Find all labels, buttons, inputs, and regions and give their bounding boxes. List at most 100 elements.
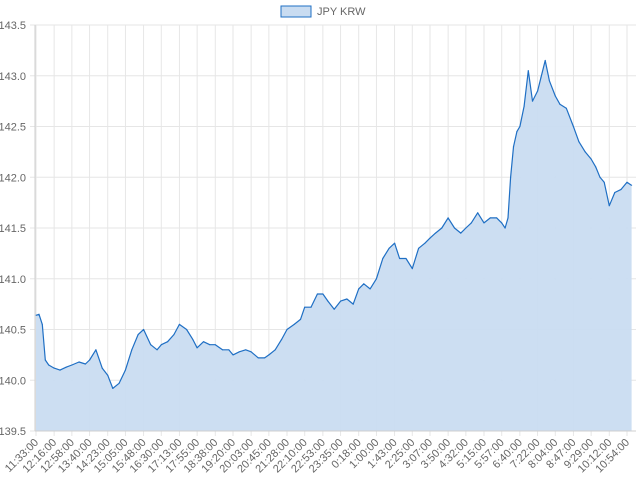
data-point [512,146,515,148]
data-point [59,369,61,371]
data-point [35,314,37,316]
data-point [293,323,295,325]
y-tick-label: 142.5 [0,122,26,134]
data-point [578,141,580,143]
data-point [489,217,491,219]
data-point [447,217,449,219]
y-tick-label: 139.5 [0,426,26,438]
data-point [548,80,551,82]
data-point [424,242,426,244]
data-point [41,323,43,325]
data-point [322,293,324,295]
data-point [202,341,205,343]
data-point [310,306,312,308]
data-point [264,357,266,359]
data-point [375,278,377,280]
y-tick-label: 143.5 [0,20,26,32]
data-point [614,191,616,194]
series-area [36,60,632,431]
data-point [245,349,247,351]
data-point [603,181,605,183]
data-point [537,90,539,92]
data-point [214,344,216,346]
data-point [131,349,133,351]
legend-label[interactable]: JPY KRW [317,6,366,18]
data-point [496,217,498,219]
data-point [411,268,413,270]
data-point [565,107,567,109]
data-point [38,313,40,315]
data-point [209,344,211,346]
data-point [483,222,485,224]
data-point [280,339,283,341]
data-point [137,334,139,336]
data-point [186,328,188,331]
data-point [510,176,512,178]
data-point [160,344,162,346]
data-point [150,344,152,346]
data-point [346,298,348,300]
data-point [465,227,467,229]
data-point [363,283,365,285]
data-point [44,359,46,361]
data-point [626,181,628,183]
y-tick-label: 142.0 [0,172,26,184]
data-point [572,125,575,128]
data-point [540,77,542,79]
data-point [453,227,456,229]
data-point [71,364,73,366]
y-tick-label: 141.5 [0,223,26,235]
data-point [192,339,194,341]
data-point [89,359,91,361]
data-point [299,318,302,320]
data-point [382,257,384,260]
data-point [516,131,518,133]
data-point [316,293,318,295]
data-point [358,288,360,290]
data-point [340,300,342,302]
data-point [559,103,561,105]
data-point [95,349,97,351]
data-point [221,349,224,351]
data-point [268,354,270,356]
data-point [286,328,288,331]
data-point [238,351,240,353]
data-point [304,306,306,308]
data-point [527,70,529,72]
data-point [369,288,371,290]
data-point [107,374,109,376]
data-point [112,387,114,389]
data-point [394,242,396,244]
data-point [178,323,180,325]
data-point [554,95,556,97]
data-point [531,100,534,102]
data-point [48,364,50,366]
data-point [507,217,509,219]
data-point [327,300,329,302]
data-point [405,257,407,260]
data-point [250,351,252,353]
legend-swatch[interactable] [280,5,312,18]
data-point [504,227,506,229]
y-tick-label: 140.0 [0,375,26,387]
data-point [470,222,472,224]
data-point [460,232,462,234]
data-point [595,166,597,168]
data-point [84,363,86,365]
data-point [124,369,126,371]
data-point [257,357,259,359]
data-point [620,188,622,190]
data-point [544,59,546,62]
y-tick-label: 140.5 [0,325,26,337]
data-point [143,328,145,331]
data-point [608,205,610,207]
data-point [228,349,230,351]
data-point [399,257,401,260]
data-point [333,308,335,310]
data-point [501,222,503,224]
data-point [599,176,601,178]
legend[interactable]: JPY KRW [280,5,366,18]
data-point [196,347,198,349]
